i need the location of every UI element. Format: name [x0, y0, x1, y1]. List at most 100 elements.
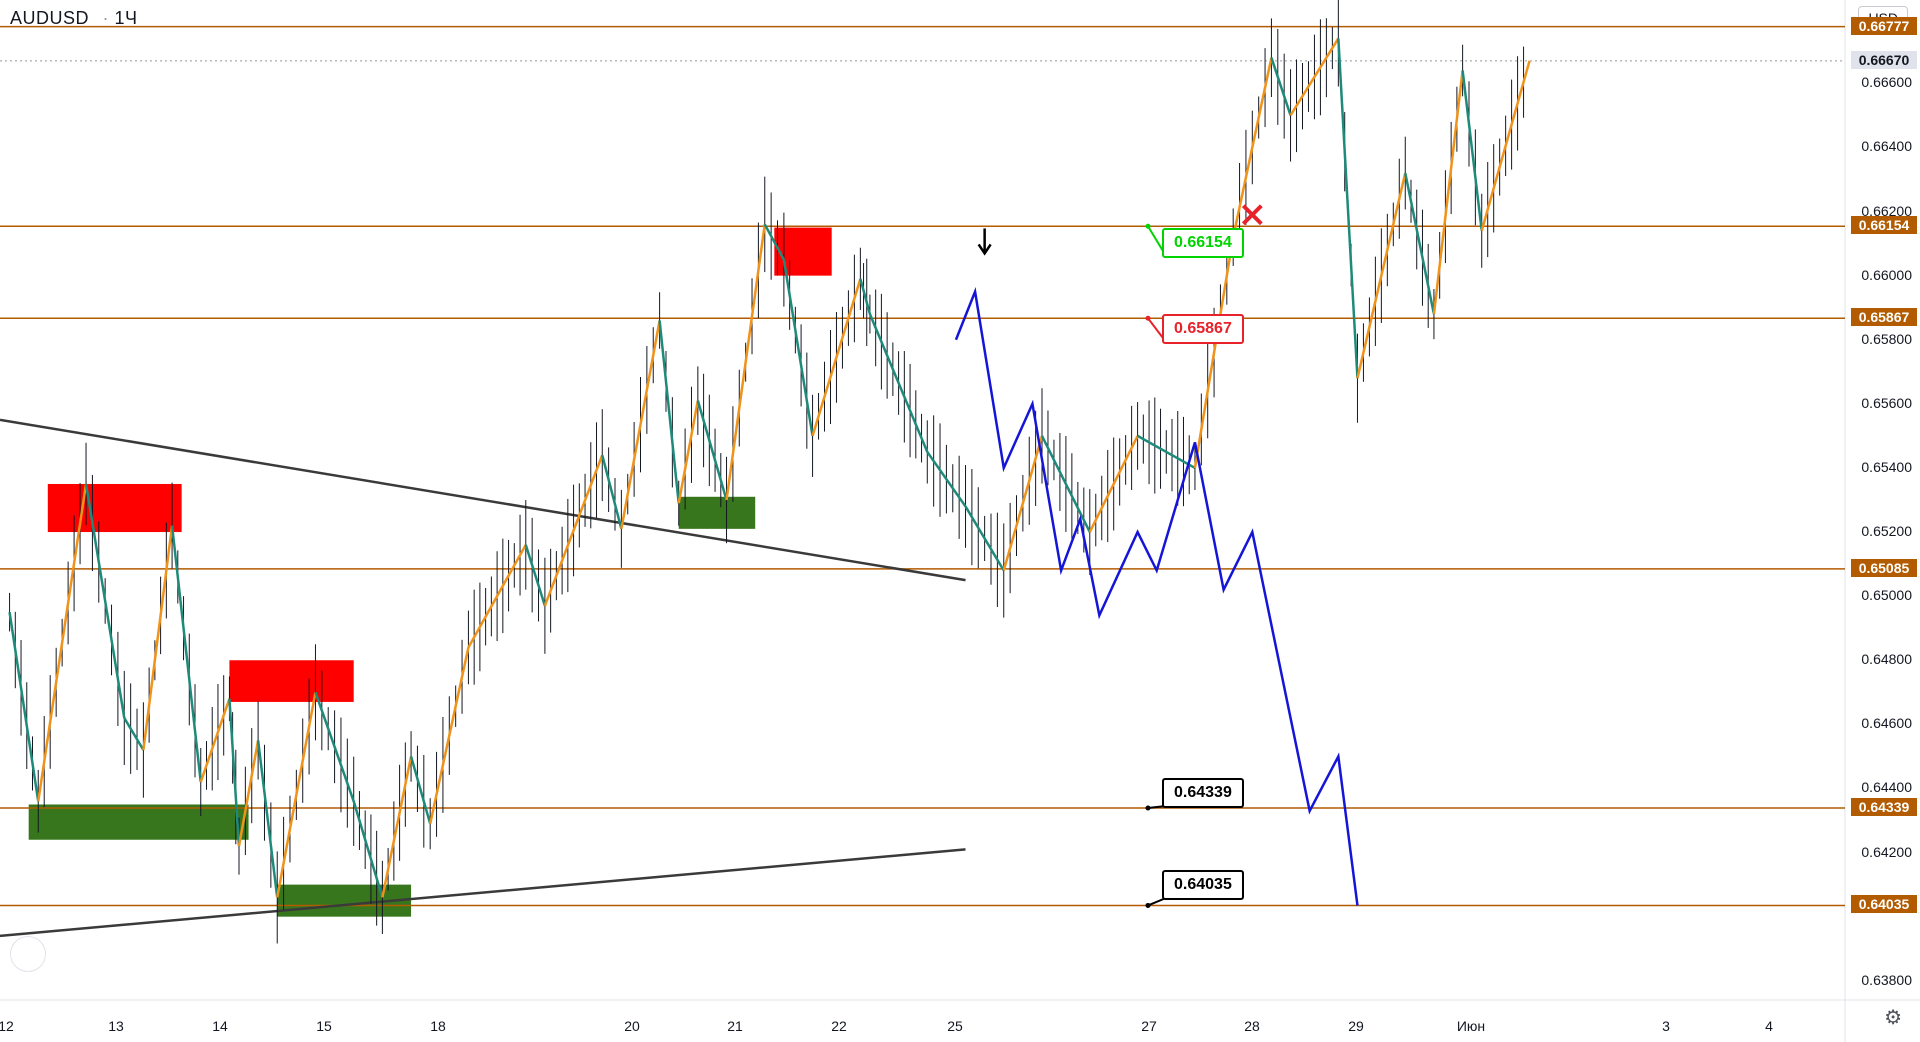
zigzag-segment	[409, 756, 432, 825]
price-callout[interactable]: 0.66154	[1162, 228, 1244, 258]
level-price-tag: 0.64035	[1851, 895, 1917, 914]
price-callout[interactable]: 0.64339	[1162, 778, 1244, 808]
x-axis-tick: Июн	[1456, 1018, 1486, 1034]
zigzag-segment	[352, 800, 384, 898]
down-arrow-head	[977, 243, 992, 256]
price-callout[interactable]: 0.65867	[1162, 314, 1244, 344]
x-axis-tick: 29	[1348, 1018, 1364, 1034]
zigzag-segment	[314, 691, 355, 802]
zigzag-segment	[1404, 172, 1436, 315]
tradingview-logo	[10, 936, 46, 972]
current-price-tag: 0.66670	[1851, 50, 1917, 69]
settings-gear-icon[interactable]: ⚙	[1884, 1007, 1902, 1029]
zigzag-segment	[1356, 172, 1407, 379]
supply-zone	[47, 483, 182, 533]
y-axis-tick: 0.66200	[1861, 202, 1912, 219]
x-axis-tick: 28	[1244, 1018, 1260, 1034]
zigzag-segment	[1193, 236, 1235, 469]
x-axis-tick: 14	[212, 1018, 228, 1034]
zigzag-segment	[763, 223, 785, 261]
zigzag-segment	[811, 278, 862, 437]
x-axis-tick: 21	[727, 1018, 743, 1034]
zigzag-segment	[725, 224, 767, 501]
y-axis-tick: 0.65800	[1861, 330, 1912, 347]
level-price-tag: 0.64339	[1851, 798, 1917, 816]
price-callout[interactable]: 0.64035	[1162, 870, 1244, 900]
zigzag-segment	[37, 483, 88, 802]
y-axis-tick: 0.64600	[1861, 715, 1912, 732]
zigzag-segment	[467, 544, 527, 649]
symbol-name: AUDUSD	[10, 8, 90, 28]
zigzag-segment	[1040, 435, 1091, 533]
demand-zone	[678, 496, 756, 529]
zigzag-segment	[926, 451, 967, 508]
y-axis-tick: 0.65600	[1861, 394, 1912, 411]
trendline	[0, 418, 966, 582]
level-price-tag: 0.65867	[1851, 308, 1917, 327]
level-price-tag: 0.66777	[1851, 16, 1917, 35]
zigzag-segment	[1088, 435, 1139, 533]
y-axis-tick: 0.65000	[1861, 587, 1912, 604]
y-axis-tick: 0.64400	[1861, 779, 1912, 796]
zigzag-segment	[868, 313, 929, 453]
x-axis-tick: 22	[831, 1018, 847, 1034]
trendline	[0, 848, 966, 938]
interval-label: 1Ч	[114, 8, 138, 28]
zigzag-segment	[170, 525, 202, 783]
level-price-tag: 0.66154	[1851, 216, 1917, 235]
x-axis-tick: 4	[1765, 1018, 1773, 1034]
zigzag-segment	[782, 259, 814, 437]
x-axis-tick: 3	[1662, 1018, 1670, 1034]
zigzag-segment	[964, 505, 1005, 572]
supply-zone	[229, 660, 354, 702]
zigzag-segment	[859, 278, 872, 315]
zigzag-segment	[256, 740, 279, 898]
zigzag-segment	[428, 647, 470, 824]
zigzag-segment	[123, 717, 145, 751]
level-price-tag: 0.65085	[1851, 558, 1917, 577]
zigzag-segment	[677, 400, 700, 504]
x-axis-tick: 25	[947, 1018, 963, 1034]
symbol-header[interactable]: AUDUSD · 1Ч	[10, 8, 138, 28]
zigzag-segment	[228, 698, 241, 847]
zigzag-segment	[1480, 60, 1531, 232]
zigzag-segment	[1289, 37, 1340, 117]
callout-anchor	[1145, 902, 1151, 908]
y-axis-tick: 0.66000	[1861, 266, 1912, 283]
demand-zone	[28, 804, 249, 840]
zigzag-segment	[696, 400, 728, 501]
x-axis-tick: 13	[108, 1018, 124, 1034]
callout-anchor	[1145, 315, 1151, 321]
zigzag-segment	[275, 692, 317, 898]
supply-zone	[774, 227, 832, 276]
y-axis-tick: 0.64200	[1861, 843, 1912, 860]
x-axis-tick: 12	[0, 1018, 14, 1034]
x-axis-tick: 20	[624, 1018, 640, 1034]
zigzag-segment	[237, 740, 260, 847]
y-axis-tick: 0.63800	[1861, 971, 1912, 988]
zigzag-segment	[142, 525, 174, 751]
y-axis-tick: 0.64800	[1861, 651, 1912, 668]
zigzag-segment	[620, 320, 661, 530]
zigzag-segment	[1231, 57, 1273, 238]
callout-anchor	[1145, 805, 1151, 811]
zigzag-segment	[84, 483, 126, 719]
y-axis-tick: 0.66600	[1861, 74, 1912, 91]
x-axis-tick: 27	[1141, 1018, 1157, 1034]
cross-icon	[1241, 204, 1263, 226]
zigzag-segment	[1461, 70, 1483, 231]
zigzag-segment	[199, 698, 231, 783]
zigzag-segment	[1337, 38, 1359, 379]
x-axis-tick: 18	[430, 1018, 446, 1034]
zigzag-segment	[1002, 435, 1044, 571]
y-axis-tick: 0.65400	[1861, 458, 1912, 475]
zigzag-segment	[1270, 57, 1292, 116]
zigzag-segment	[1432, 70, 1464, 315]
zigzag-segment	[381, 756, 413, 898]
zigzag-segment	[524, 544, 547, 607]
zigzag-segment	[601, 454, 623, 530]
callout-anchor	[1145, 223, 1151, 229]
y-axis-tick: 0.66400	[1861, 138, 1912, 155]
zigzag-segment	[1136, 434, 1196, 470]
